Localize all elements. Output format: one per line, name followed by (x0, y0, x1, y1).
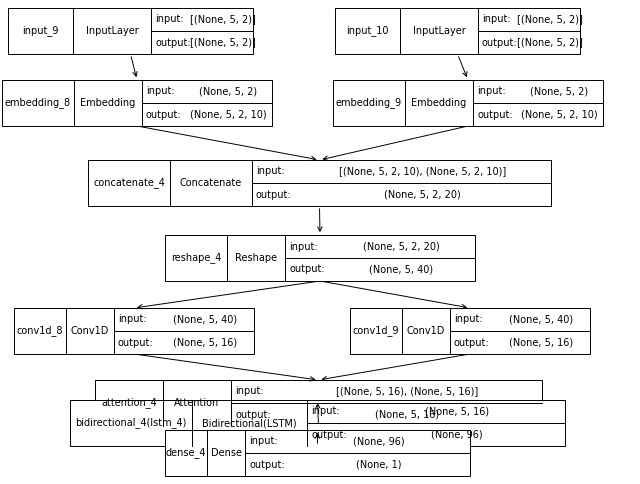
Bar (350, 308, 590, 354)
Text: reshape_4: reshape_4 (171, 253, 221, 263)
Bar (8, 8, 253, 54)
Text: (None, 5, 2, 10): (None, 5, 2, 10) (521, 109, 597, 120)
Text: Reshape: Reshape (235, 253, 277, 263)
Text: input:: input: (118, 315, 147, 324)
Text: [(None, 5, 2)]: [(None, 5, 2)] (190, 15, 256, 25)
Text: Conv1D: Conv1D (71, 326, 109, 336)
Text: conv1d_8: conv1d_8 (17, 326, 63, 336)
Text: input:: input: (482, 15, 511, 25)
Text: output:: output: (454, 337, 490, 348)
Text: (None, 5, 2, 20): (None, 5, 2, 20) (384, 190, 461, 199)
Text: (None, 5, 2): (None, 5, 2) (530, 87, 588, 96)
Text: [(None, 5, 16), (None, 5, 16)]: [(None, 5, 16), (None, 5, 16)] (337, 387, 479, 396)
Text: (None, 5, 2): (None, 5, 2) (199, 87, 257, 96)
Text: (None, 5, 16): (None, 5, 16) (425, 407, 489, 417)
Text: embedding_9: embedding_9 (336, 98, 402, 108)
Bar (14, 308, 254, 354)
Text: input:: input: (454, 315, 483, 324)
Text: (None, 5, 40): (None, 5, 40) (369, 264, 433, 274)
Bar (333, 80, 603, 126)
Text: input:: input: (311, 407, 340, 417)
Text: input:: input: (146, 87, 175, 96)
Bar (335, 8, 580, 54)
Text: [(None, 5, 2)]: [(None, 5, 2)] (517, 37, 583, 47)
Text: input_9: input_9 (22, 26, 59, 36)
Text: output:: output: (289, 264, 324, 274)
Text: [(None, 5, 2)]: [(None, 5, 2)] (190, 37, 256, 47)
Text: Bidirectional(LSTM): Bidirectional(LSTM) (202, 418, 297, 428)
Text: concatenate_4: concatenate_4 (93, 178, 165, 188)
Text: output:: output: (118, 337, 154, 348)
Text: output:: output: (235, 409, 271, 420)
Text: input_10: input_10 (346, 26, 388, 36)
Text: Attention: Attention (174, 398, 220, 408)
Text: Concatenate: Concatenate (180, 178, 242, 188)
Text: output:: output: (146, 109, 182, 120)
Text: conv1d_9: conv1d_9 (353, 326, 399, 336)
Text: input:: input: (477, 87, 506, 96)
Text: InputLayer: InputLayer (413, 26, 465, 36)
Text: (None, 5, 16): (None, 5, 16) (173, 337, 237, 348)
Text: (None, 96): (None, 96) (431, 429, 483, 439)
Text: output:: output: (311, 429, 347, 439)
Text: output:: output: (249, 459, 285, 469)
Text: bidirectional_4(lstm_4): bidirectional_4(lstm_4) (76, 418, 187, 428)
Text: [(None, 5, 2)]: [(None, 5, 2)] (517, 15, 583, 25)
Text: input:: input: (235, 387, 264, 396)
Text: embedding_8: embedding_8 (5, 98, 71, 108)
Bar (165, 430, 470, 476)
Text: (None, 96): (None, 96) (353, 437, 404, 447)
Text: attention_4: attention_4 (101, 397, 157, 408)
Text: Conv1D: Conv1D (407, 326, 445, 336)
Text: input:: input: (289, 242, 317, 252)
Text: (None, 1): (None, 1) (356, 459, 401, 469)
Text: input:: input: (249, 437, 278, 447)
Bar (88, 160, 551, 206)
Text: output:: output: (256, 190, 292, 199)
Text: (None, 5, 40): (None, 5, 40) (173, 315, 237, 324)
Text: output:: output: (482, 37, 518, 47)
Text: Embedding: Embedding (412, 98, 467, 108)
Text: (None, 5, 2, 10): (None, 5, 2, 10) (189, 109, 266, 120)
Text: Dense: Dense (211, 448, 241, 458)
Text: (None, 5, 16): (None, 5, 16) (376, 409, 440, 420)
Text: Embedding: Embedding (81, 98, 136, 108)
Text: dense_4: dense_4 (166, 448, 206, 458)
Text: (None, 5, 2, 20): (None, 5, 2, 20) (363, 242, 440, 252)
Text: input:: input: (155, 15, 184, 25)
Text: InputLayer: InputLayer (86, 26, 138, 36)
Text: input:: input: (256, 166, 285, 177)
Bar (95, 380, 542, 426)
Bar (2, 80, 272, 126)
Text: [(None, 5, 2, 10), (None, 5, 2, 10)]: [(None, 5, 2, 10), (None, 5, 2, 10)] (339, 166, 506, 177)
Text: (None, 5, 40): (None, 5, 40) (509, 315, 573, 324)
Bar (70, 400, 565, 446)
Bar (165, 235, 475, 281)
Text: (None, 5, 16): (None, 5, 16) (509, 337, 573, 348)
Text: output:: output: (477, 109, 513, 120)
Text: output:: output: (155, 37, 191, 47)
